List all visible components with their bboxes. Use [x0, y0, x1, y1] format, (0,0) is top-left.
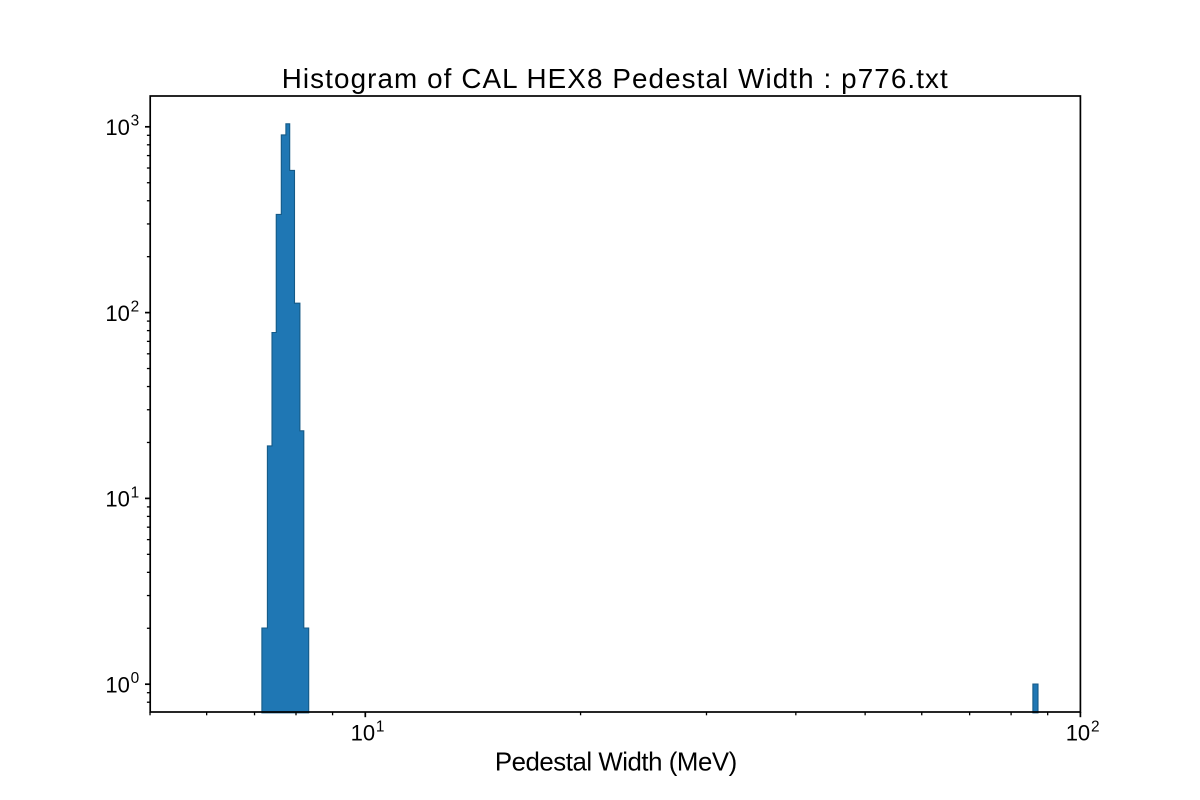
- svg-text:10: 10: [105, 673, 129, 698]
- svg-text:10: 10: [1066, 721, 1090, 746]
- svg-text:Pedestal Width (MeV): Pedestal Width (MeV): [495, 748, 737, 776]
- svg-text:10: 10: [105, 115, 129, 140]
- svg-text:1: 1: [376, 718, 385, 735]
- svg-text:3: 3: [131, 113, 140, 130]
- svg-text:Histogram of CAL HEX8 Pedestal: Histogram of CAL HEX8 Pedestal Width : p…: [282, 63, 949, 94]
- svg-text:10: 10: [105, 301, 129, 326]
- svg-text:1: 1: [131, 484, 140, 501]
- svg-text:10: 10: [351, 721, 375, 746]
- svg-text:2: 2: [131, 299, 140, 316]
- svg-text:2: 2: [1091, 718, 1100, 735]
- svg-text:0: 0: [131, 670, 140, 687]
- svg-text:10: 10: [105, 487, 129, 512]
